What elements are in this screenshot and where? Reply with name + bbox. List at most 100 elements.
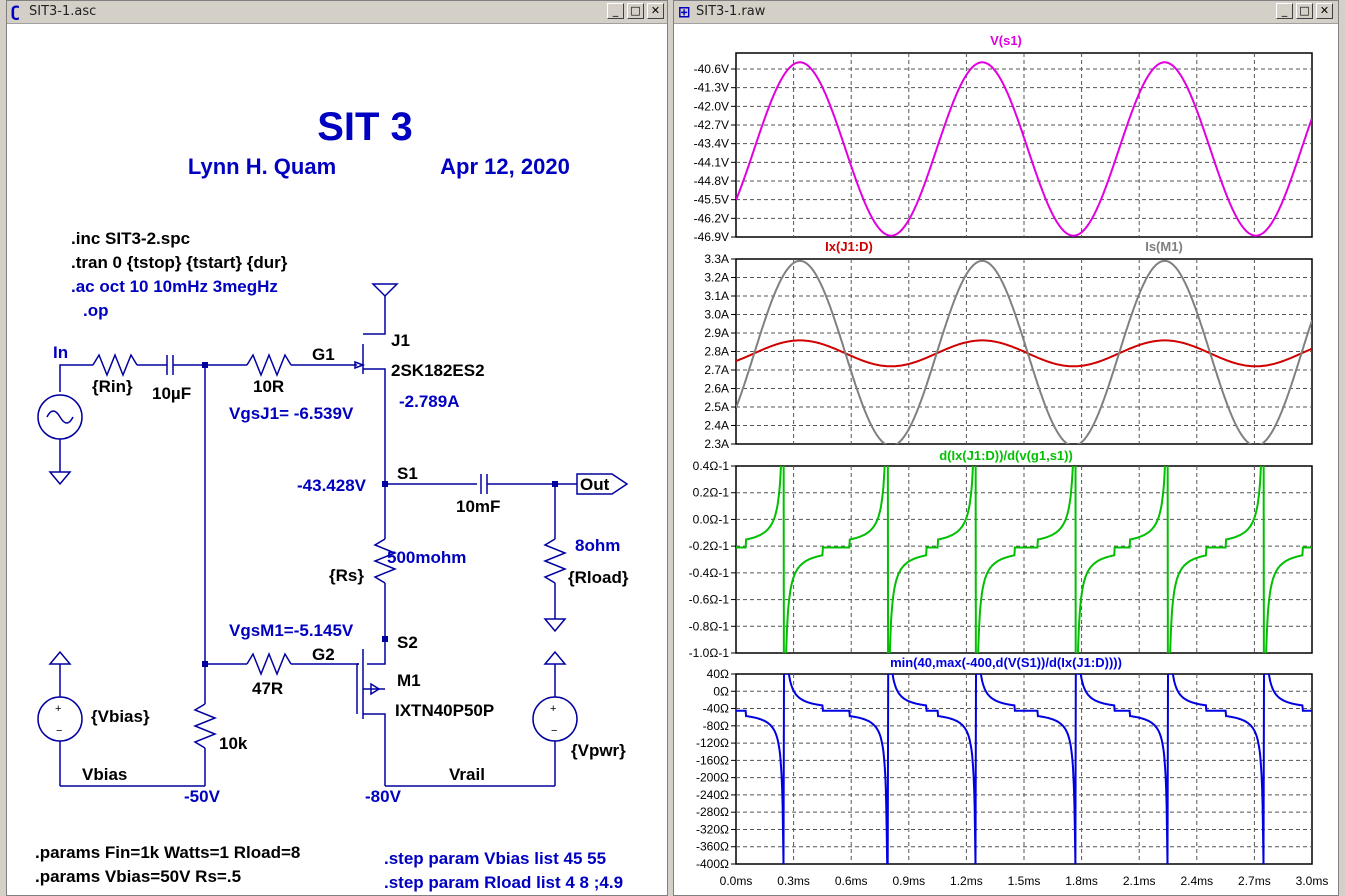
y-tick-label: 2.3A bbox=[704, 437, 729, 451]
minimize-button[interactable]: _ bbox=[1276, 3, 1293, 19]
y-tick-label: 2.5A bbox=[704, 400, 729, 414]
label-r-10k: 10k bbox=[219, 734, 248, 753]
label-rload: {Rload} bbox=[568, 568, 629, 587]
y-tick-label: -44.1V bbox=[694, 155, 729, 169]
junction-dots bbox=[202, 362, 558, 667]
label-rin: {Rin} bbox=[92, 377, 133, 396]
waveform-window: ⊞ SIT3-1.raw _ □ ✕ -40.6V -41.3V -42.0V -42… bbox=[673, 0, 1339, 896]
step-line-2[interactable]: .step param Rload list 4 8 ;4.9 bbox=[384, 873, 623, 892]
schematic-titlebar[interactable]: ʗ SIT3-1.asc _ □ ✕ bbox=[7, 1, 667, 24]
y-tick-label: -0.4Ω-1 bbox=[689, 566, 730, 580]
vpwr-minus: − bbox=[551, 725, 557, 737]
y-tick-label: 0.2Ω-1 bbox=[693, 486, 730, 500]
vbias-minus: − bbox=[56, 725, 62, 737]
close-button[interactable]: ✕ bbox=[1316, 3, 1333, 19]
y-tick-label: 3.2A bbox=[704, 271, 729, 285]
schematic-canvas[interactable]: + − + − SIT 3 Lynn H. Quam Apr 12, 2020 … bbox=[7, 24, 667, 895]
plot-pane-currents[interactable]: 3.3A 3.2A 3.1A 3.0A 2.9A 2.8A 2.7A 2.6A 2.5A 2.4A… bbox=[704, 239, 1313, 451]
label-j1-current: -2.789A bbox=[399, 392, 459, 411]
vpwr-flag bbox=[543, 650, 567, 665]
label-c-out: 10mF bbox=[456, 497, 500, 516]
y-tick-label: 2.7A bbox=[704, 363, 729, 377]
series-trace[interactable] bbox=[736, 339, 1312, 368]
x-axis: 0.0ms 0.3ms 0.6ms 0.9ms 1.2ms 1.5ms 1.8ms 2.1ms… bbox=[720, 874, 1329, 888]
x-tick-label: 1.8ms bbox=[1065, 874, 1098, 888]
params-line-1[interactable]: .params Fin=1k Watts=1 Rload=8 bbox=[35, 843, 300, 862]
label-s1: S1 bbox=[397, 464, 418, 483]
y-tick-label: 0Ω bbox=[713, 684, 729, 698]
directive-op[interactable]: .op bbox=[83, 301, 109, 320]
y-tick-label: -42.0V bbox=[694, 99, 729, 113]
schematic-title: SIT 3 bbox=[317, 105, 413, 149]
series-title[interactable]: Is(M1) bbox=[1145, 239, 1183, 254]
label-s2: S2 bbox=[397, 633, 418, 652]
directive-inc[interactable]: .inc SIT3-2.spc bbox=[71, 229, 190, 248]
close-button[interactable]: ✕ bbox=[647, 3, 664, 19]
rs-resistor bbox=[372, 538, 398, 584]
y-tick-label: -46.9V bbox=[694, 230, 729, 244]
y-tick-label: -200Ω bbox=[696, 771, 729, 785]
label-vbias-net: Vbias bbox=[82, 765, 127, 784]
label-r-g1: 10R bbox=[253, 377, 284, 396]
waveform-plots[interactable]: -40.6V -41.3V -42.0V -42.7V -43.4V -44.1V -44.… bbox=[674, 24, 1338, 896]
x-tick-label: 2.7ms bbox=[1238, 874, 1271, 888]
label-r-g2: 47R bbox=[252, 679, 283, 698]
waveform-window-title: SIT3-1.raw bbox=[696, 4, 766, 19]
r47-resistor bbox=[246, 651, 292, 677]
y-tick-label: -160Ω bbox=[696, 753, 729, 767]
schematic-window-title: SIT3-1.asc bbox=[29, 4, 97, 19]
y-tick-label: 0.0Ω-1 bbox=[693, 512, 730, 526]
schematic-drawing[interactable]: + − + − SIT 3 Lynn H. Quam Apr 12, 2020 … bbox=[7, 24, 667, 896]
x-tick-label: 1.5ms bbox=[1008, 874, 1041, 888]
label-out: Out bbox=[580, 475, 610, 494]
y-tick-label: -360Ω bbox=[696, 840, 729, 854]
vbias-plus: + bbox=[55, 703, 61, 715]
series-trace[interactable] bbox=[736, 674, 1312, 865]
label-vrail-net: Vrail bbox=[449, 765, 485, 784]
y-tick-label: -0.8Ω-1 bbox=[689, 619, 730, 633]
series-trace[interactable] bbox=[736, 61, 1312, 237]
y-tick-label: 2.6A bbox=[704, 382, 729, 396]
label-s1-voltage: -43.428V bbox=[297, 476, 367, 495]
y-tick-label: -120Ω bbox=[696, 736, 729, 750]
directive-ac[interactable]: .ac oct 10 10mHz 3megHz bbox=[71, 277, 278, 296]
label-vpwr-src: {Vpwr} bbox=[571, 741, 626, 760]
ground-in bbox=[48, 471, 72, 486]
x-tick-label: 1.2ms bbox=[950, 874, 983, 888]
plot-pane-min-max[interactable]: 40Ω 0Ω -40Ω -80Ω -120Ω -160Ω -200Ω -240Ω -280Ω -3… bbox=[696, 655, 1313, 871]
plot-pane-derivative[interactable]: 0.4Ω-1 0.2Ω-1 0.0Ω-1 -0.2Ω-1 -0.4Ω-1 -0.6Ω-1 -… bbox=[689, 332, 1313, 786]
series-title[interactable]: V(s1) bbox=[990, 33, 1022, 48]
y-tick-label: -240Ω bbox=[696, 788, 729, 802]
waveform-plot-area[interactable]: -40.6V -41.3V -42.0V -42.7V -43.4V -44.1V -44.… bbox=[674, 24, 1338, 895]
ltspice-schematic-icon: ʗ bbox=[11, 3, 20, 21]
step-line-1[interactable]: .step param Vbias list 45 55 bbox=[384, 849, 606, 868]
restore-button[interactable]: □ bbox=[1296, 3, 1313, 19]
series-title[interactable]: Ix(J1:D) bbox=[825, 239, 873, 254]
plot-pane-vs1[interactable]: -40.6V -41.3V -42.0V -42.7V -43.4V -44.1V -44.… bbox=[694, 33, 1313, 244]
directive-tran[interactable]: .tran 0 {tstop} {tstart} {dur} bbox=[71, 253, 288, 272]
waveform-viewer-icon: ⊞ bbox=[678, 3, 691, 21]
label-vgsj1: VgsJ1= -6.539V bbox=[229, 404, 354, 423]
series-title[interactable]: min(40,max(-400,d(V(S1))/d(Ix(J1:D)))) bbox=[890, 655, 1122, 670]
label-m1: M1 bbox=[397, 671, 421, 690]
params-line-2[interactable]: .params Vbias=50V Rs=.5 bbox=[35, 867, 241, 886]
series-trace[interactable] bbox=[736, 259, 1312, 446]
y-tick-label: 3.3A bbox=[704, 252, 729, 266]
label-rs: {Rs} bbox=[329, 566, 364, 585]
out-flag bbox=[576, 473, 629, 495]
series-trace[interactable] bbox=[736, 332, 1312, 786]
x-tick-label: 0.9ms bbox=[892, 874, 925, 888]
y-tick-label: -40.6V bbox=[694, 62, 729, 76]
y-tick-label: 2.4A bbox=[704, 419, 729, 433]
y-tick-label: -0.6Ω-1 bbox=[689, 593, 730, 607]
label-vbias-src: {Vbias} bbox=[91, 707, 150, 726]
waveform-titlebar[interactable]: ⊞ SIT3-1.raw _ □ ✕ bbox=[674, 1, 1338, 24]
minimize-button[interactable]: _ bbox=[607, 3, 624, 19]
x-tick-label: 0.0ms bbox=[720, 874, 753, 888]
series-title[interactable]: d(Ix(J1:D))/d(v(g1,s1)) bbox=[939, 448, 1073, 463]
x-tick-label: 2.1ms bbox=[1123, 874, 1156, 888]
x-tick-label: 2.4ms bbox=[1180, 874, 1213, 888]
restore-button[interactable]: □ bbox=[627, 3, 644, 19]
y-tick-label: -280Ω bbox=[696, 805, 729, 819]
y-tick-label: -42.7V bbox=[694, 118, 729, 132]
